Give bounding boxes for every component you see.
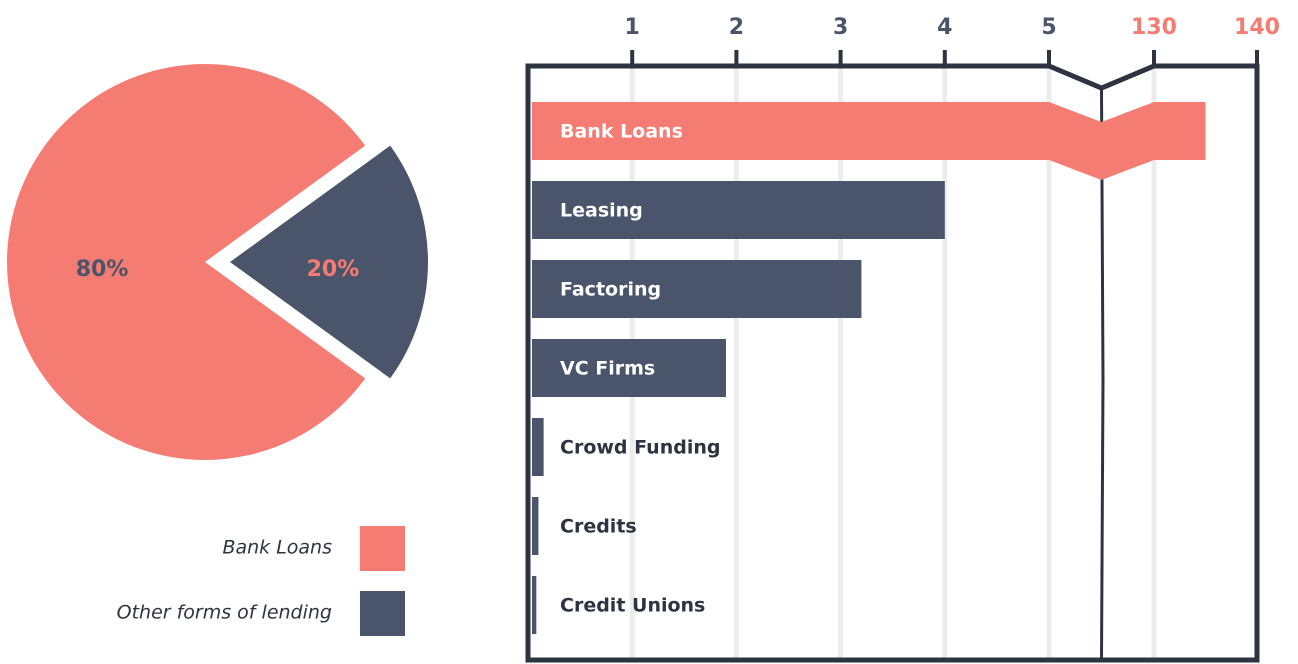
x-tick-label: 4 (937, 15, 952, 40)
legend-swatch (360, 591, 405, 636)
bar-label: VC Firms (560, 358, 655, 380)
legend-label: Other forms of lending (117, 602, 332, 624)
pie-slice (6, 63, 366, 461)
bar-label: Credits (560, 516, 637, 538)
x-tick-label: 2 (729, 15, 744, 40)
bar (532, 181, 945, 239)
bar (532, 418, 544, 476)
bar (532, 102, 1206, 180)
bar (532, 339, 726, 397)
pie-slice (230, 145, 428, 379)
x-tick-label: 5 (1041, 15, 1056, 40)
pie-label: 20% (307, 257, 360, 282)
legend-label: Bank Loans (222, 537, 332, 559)
x-tick-label: 3 (833, 15, 848, 40)
legend-swatch (360, 526, 405, 571)
bar-label: Crowd Funding (560, 437, 720, 459)
bar-label: Bank Loans (560, 121, 683, 143)
x-tick-label: 140 (1234, 15, 1280, 40)
bar (532, 497, 539, 555)
pie-label: 80% (76, 257, 129, 282)
x-tick-label: 130 (1131, 15, 1177, 40)
bar-label: Factoring (560, 279, 661, 301)
bar (532, 576, 537, 634)
axis-break-line (1100, 87, 1105, 661)
bar-label: Credit Unions (560, 595, 705, 617)
chart-frame (525, 63, 1260, 663)
x-tick-label: 1 (625, 15, 640, 40)
bar (532, 260, 862, 318)
bar-label: Leasing (560, 200, 643, 222)
